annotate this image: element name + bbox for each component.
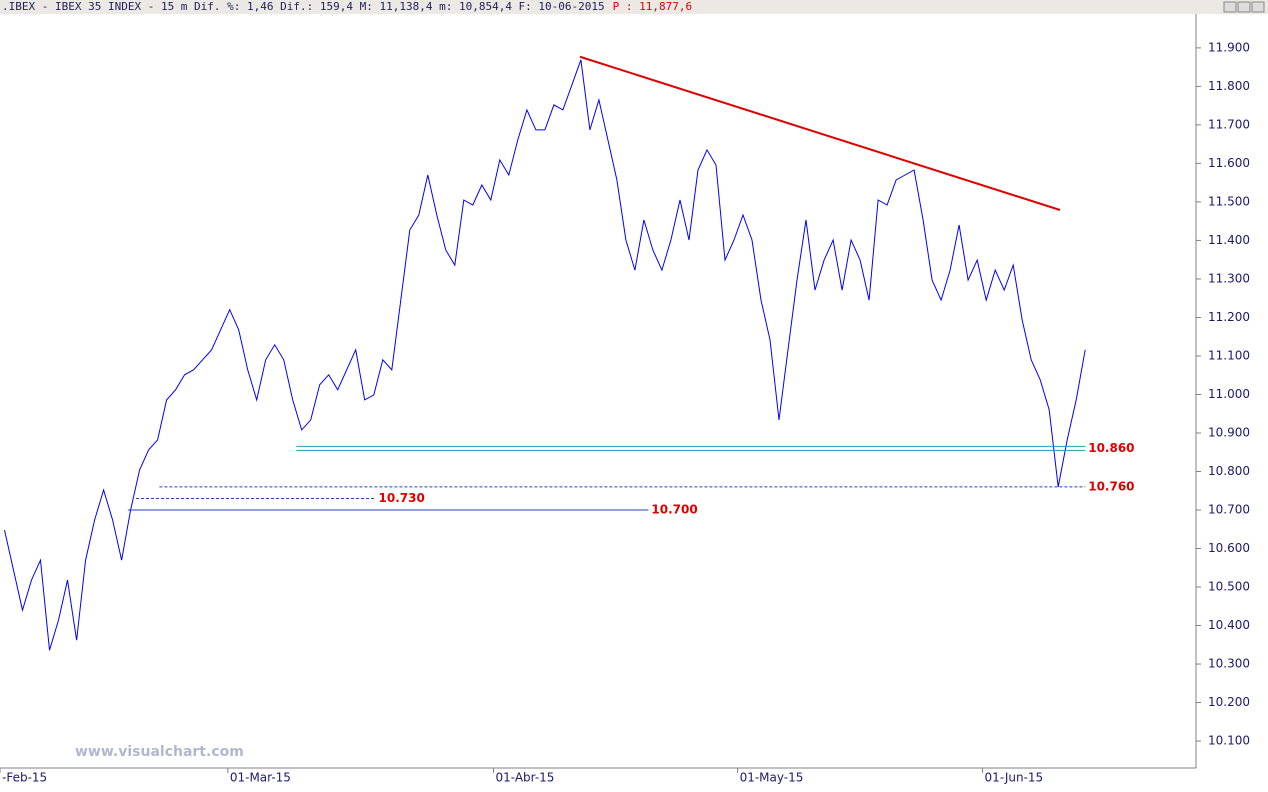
- x-tick-label: 01-Jun-15: [985, 771, 1044, 785]
- price-line: [4, 59, 1086, 651]
- y-tick-label: 11.300: [1208, 271, 1250, 285]
- price-text: P : 11,877,6: [613, 0, 692, 13]
- x-tick-label: -Feb-15: [2, 771, 47, 785]
- window-buttons: [1223, 1, 1265, 13]
- y-tick-label: 10.400: [1208, 618, 1250, 632]
- y-tick-label: 10.100: [1208, 734, 1250, 748]
- trend-line: [579, 55, 1061, 211]
- y-tick-label: 10.600: [1208, 541, 1250, 555]
- y-tick-label: 11.800: [1208, 79, 1250, 93]
- y-tick-label: 11.700: [1208, 117, 1250, 131]
- close-button[interactable]: [1251, 1, 1265, 13]
- y-tick-label: 10.500: [1208, 580, 1250, 594]
- level-label: 10.730: [379, 491, 425, 505]
- y-tick-label: 10.200: [1208, 695, 1250, 709]
- y-tick-label: 11.500: [1208, 194, 1250, 208]
- y-tick-label: 11.900: [1208, 40, 1250, 54]
- header-bar: [0, 0, 1268, 14]
- y-tick-label: 10.900: [1208, 425, 1250, 439]
- minimize-button[interactable]: [1223, 1, 1237, 13]
- y-tick-label: 11.200: [1208, 310, 1250, 324]
- chart-title: .IBEX - IBEX 35 INDEX - 15 m Dif. %: 1,4…: [2, 0, 605, 13]
- x-tick-label: 01-May-15: [740, 771, 804, 785]
- y-tick-label: 10.800: [1208, 464, 1250, 478]
- level-label: 10.700: [651, 502, 697, 516]
- y-tick-label: 10.300: [1208, 657, 1250, 671]
- y-tick-label: 11.600: [1208, 156, 1250, 170]
- level-label: 10.860: [1088, 441, 1134, 455]
- watermark: www.visualchart.com: [75, 744, 244, 760]
- y-tick-label: 11.400: [1208, 233, 1250, 247]
- level-label: 10.760: [1088, 479, 1134, 493]
- y-tick-label: 10.700: [1208, 502, 1250, 516]
- x-tick-label: 01-Mar-15: [230, 771, 291, 785]
- y-tick-label: 11.100: [1208, 348, 1250, 362]
- y-tick-label: 11.000: [1208, 387, 1250, 401]
- maximize-button[interactable]: [1237, 1, 1251, 13]
- x-tick-label: 01-Abr-15: [496, 771, 555, 785]
